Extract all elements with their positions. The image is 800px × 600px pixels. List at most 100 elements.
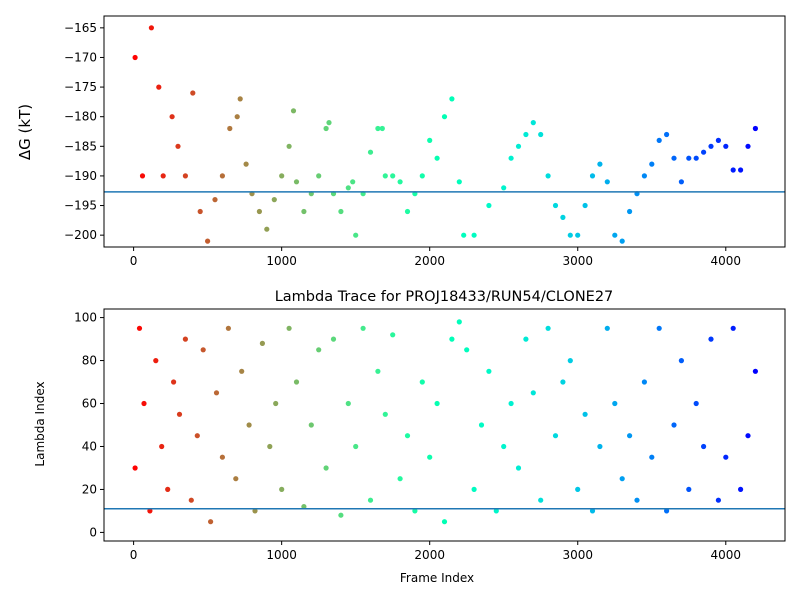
- lambda-data-point: [338, 512, 344, 518]
- lambda-data-point: [515, 465, 522, 471]
- x-tick-label: 2000: [414, 548, 445, 562]
- delta-g-data-point: [664, 131, 670, 138]
- lambda-data-point: [456, 319, 462, 325]
- delta-g-data-point: [708, 143, 714, 149]
- delta-g-data-point: [404, 208, 411, 215]
- lambda-data-point: [604, 325, 610, 331]
- lambda-data-point: [308, 422, 314, 428]
- delta-g-data-point: [375, 125, 381, 132]
- delta-g-data-point: [316, 173, 322, 179]
- lambda-y-ticks: 0 20 40 60 80 100: [74, 311, 104, 539]
- lambda-data-point: [360, 325, 366, 331]
- delta-g-data-point: [678, 179, 685, 185]
- lambda-data-point: [171, 379, 177, 385]
- lambda-data-point: [323, 465, 329, 471]
- lambda-data-point: [641, 379, 648, 385]
- lambda-data-point: [427, 454, 433, 460]
- lambda-data-point: [390, 332, 396, 338]
- delta-g-data-point: [738, 167, 744, 173]
- delta-g-data-point: [338, 208, 344, 215]
- delta-g-data-point: [545, 173, 551, 179]
- delta-g-data-point: [656, 137, 662, 143]
- lambda-data-point: [194, 433, 200, 439]
- delta-g-data-point: [515, 143, 522, 149]
- delta-g-data-point: [234, 114, 240, 120]
- delta-g-data-point: [212, 197, 218, 203]
- lambda-data-point: [153, 358, 159, 364]
- lambda-data-point: [664, 508, 670, 514]
- lambda-data-point: [136, 325, 143, 331]
- delta-g-data-point: [434, 155, 440, 161]
- y-tick-label: −170: [64, 50, 97, 64]
- lambda-x-ticks: 0 1000 2000 3000 4000: [130, 541, 741, 562]
- lambda-data-point: [267, 443, 273, 450]
- delta-g-data-point: [419, 173, 425, 179]
- lambda-data-point: [523, 336, 529, 342]
- delta-g-data-point: [379, 125, 385, 132]
- delta-g-panel: 0 1000 2000 3000 4000 −200 −195 −190 −185 −180 −1…: [16, 15, 786, 268]
- y-tick-label: 80: [82, 354, 97, 368]
- lambda-data-point: [619, 476, 625, 482]
- x-tick-label: 3000: [562, 548, 593, 562]
- lambda-data-point: [538, 497, 544, 503]
- lambda-data-point: [627, 433, 633, 439]
- lambda-data-point: [316, 347, 322, 353]
- lambda-data-point: [279, 486, 285, 492]
- delta-g-data-point: [530, 120, 536, 126]
- x-tick-label: 4000: [711, 548, 742, 562]
- lambda-data-point: [656, 325, 662, 331]
- lambda-data-point: [701, 443, 707, 450]
- lambda-data-point: [353, 443, 359, 450]
- delta-g-data-point: [441, 114, 448, 120]
- lambda-chart-title: Lambda Trace for PROJ18433/RUN54/CLONE27: [275, 289, 614, 305]
- delta-g-data-point: [449, 96, 455, 102]
- lambda-data-point: [132, 465, 138, 471]
- delta-g-data-point: [508, 155, 514, 161]
- lambda-data-point: [715, 497, 722, 503]
- delta-g-y-ticks: −200 −195 −190 −185 −180 −175 −170 −165: [64, 21, 104, 242]
- delta-g-points: [132, 25, 759, 244]
- delta-g-data-point: [397, 179, 403, 185]
- delta-g-y-axis-label: ΔG (kT): [16, 104, 34, 160]
- lambda-data-point: [330, 336, 337, 342]
- delta-g-data-point: [582, 202, 588, 209]
- lambda-data-point: [147, 508, 153, 514]
- lambda-data-point: [246, 422, 252, 428]
- lambda-data-point: [141, 400, 147, 407]
- delta-g-data-point: [148, 25, 154, 31]
- lambda-data-point: [188, 497, 194, 503]
- lambda-data-point: [678, 358, 685, 364]
- delta-g-data-point: [686, 155, 692, 161]
- y-tick-label: 40: [82, 439, 97, 453]
- lambda-data-point: [634, 497, 640, 503]
- x-tick-label: 4000: [711, 254, 742, 268]
- lambda-data-point: [208, 519, 214, 525]
- y-tick-label: 20: [82, 482, 97, 496]
- delta-g-data-point: [745, 143, 751, 149]
- lambda-data-point: [545, 325, 551, 331]
- delta-g-data-point: [486, 202, 492, 209]
- lambda-data-point: [582, 411, 588, 417]
- delta-g-data-point: [715, 137, 722, 143]
- lambda-data-point: [419, 379, 425, 385]
- delta-g-data-point: [345, 185, 351, 191]
- y-tick-label: −200: [64, 228, 97, 242]
- delta-g-data-point: [723, 143, 729, 149]
- lambda-data-point: [273, 400, 279, 407]
- y-tick-label: −185: [64, 139, 97, 153]
- lambda-points: [132, 319, 759, 525]
- delta-g-data-point: [286, 143, 292, 149]
- lambda-data-point: [671, 422, 677, 428]
- delta-g-data-point: [353, 232, 359, 238]
- lambda-data-point: [508, 400, 514, 407]
- delta-g-data-point: [604, 179, 610, 185]
- lambda-data-point: [575, 486, 581, 492]
- delta-g-data-point: [382, 173, 388, 179]
- delta-g-data-point: [538, 131, 544, 138]
- lambda-x-axis-label: Frame Index: [400, 571, 474, 585]
- delta-g-data-point: [456, 179, 462, 185]
- lambda-data-point: [225, 325, 231, 331]
- lambda-data-point: [649, 454, 655, 460]
- lambda-data-point: [397, 476, 403, 482]
